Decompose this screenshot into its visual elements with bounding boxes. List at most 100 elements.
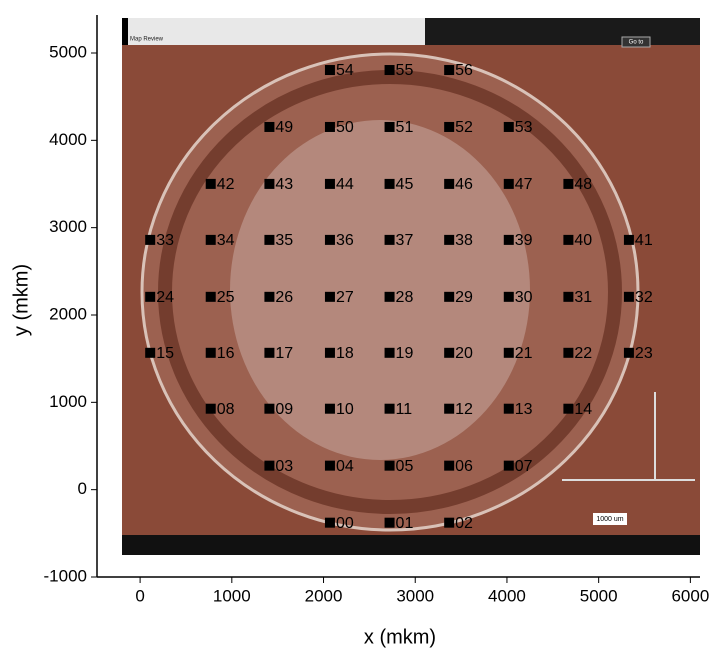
point: [324, 460, 335, 471]
point: [324, 65, 335, 76]
y-tick-label: 2000: [49, 304, 87, 323]
point: [384, 517, 395, 528]
point-label: 55: [396, 62, 414, 79]
point: [324, 291, 335, 302]
point-label: 52: [455, 119, 473, 136]
point-label: 53: [515, 119, 533, 136]
panel-title: Map Review: [130, 37, 164, 43]
point: [503, 291, 514, 302]
point-label: 38: [455, 232, 473, 249]
y-tick-label: -1000: [44, 566, 87, 585]
x-tick-label: 5000: [580, 586, 618, 605]
x-tick-label: 3000: [396, 586, 434, 605]
point: [384, 460, 395, 471]
y-axis-label: y (mkm): [10, 264, 32, 336]
point-label: 39: [515, 232, 533, 249]
point-label: 15: [156, 345, 174, 362]
point: [444, 65, 455, 76]
point: [205, 347, 216, 358]
point-label: 12: [455, 401, 473, 418]
point: [623, 291, 634, 302]
point: [503, 121, 514, 132]
point: [384, 403, 395, 414]
point-label: 36: [336, 232, 354, 249]
point: [324, 234, 335, 245]
point: [444, 121, 455, 132]
point-label: 20: [455, 345, 473, 362]
x-tick-label: 6000: [671, 586, 709, 605]
point-label: 41: [635, 232, 653, 249]
toolbar: [425, 18, 700, 45]
point: [324, 403, 335, 414]
point: [324, 121, 335, 132]
point: [205, 291, 216, 302]
y-tick-label: 0: [78, 479, 87, 498]
y-tick-label: 5000: [49, 42, 87, 61]
goto-button[interactable]: [621, 36, 651, 48]
point-label: 17: [275, 345, 293, 362]
point-label: 22: [574, 345, 592, 362]
point: [384, 347, 395, 358]
point: [324, 347, 335, 358]
point: [384, 178, 395, 189]
point: [264, 403, 275, 414]
point-label: 40: [574, 232, 592, 249]
point-label: 46: [455, 176, 473, 193]
point: [264, 347, 275, 358]
point-label: 05: [396, 458, 414, 475]
bottom-bar: [122, 535, 700, 555]
point: [264, 178, 275, 189]
cracked-area: [230, 120, 530, 460]
x-tick-label: 1000: [213, 586, 251, 605]
point-label: 35: [275, 232, 293, 249]
point-label: 30: [515, 289, 533, 306]
point: [623, 347, 634, 358]
point-label: 45: [396, 176, 414, 193]
point-label: 11: [396, 401, 413, 418]
point-label: 19: [396, 345, 414, 362]
point-label: 34: [217, 232, 235, 249]
point: [264, 460, 275, 471]
point: [563, 403, 574, 414]
point-label: 24: [156, 289, 174, 306]
point-label: 37: [396, 232, 414, 249]
point-label: 28: [396, 289, 414, 306]
point: [324, 178, 335, 189]
point: [563, 291, 574, 302]
point-label: 47: [515, 176, 533, 193]
point-label: 03: [275, 458, 293, 475]
point-label: 27: [336, 289, 354, 306]
y-tick-label: 4000: [49, 130, 87, 149]
point: [563, 234, 574, 245]
point: [444, 517, 455, 528]
point-label: 16: [217, 345, 235, 362]
point-label: 42: [217, 176, 235, 193]
point-label: 00: [336, 515, 354, 532]
point-label: 25: [217, 289, 235, 306]
point: [503, 178, 514, 189]
point-label: 48: [574, 176, 592, 193]
point: [563, 178, 574, 189]
scale-box: [593, 513, 627, 525]
point: [384, 234, 395, 245]
point-label: 44: [336, 176, 354, 193]
point: [503, 234, 514, 245]
point-label: 13: [515, 401, 533, 418]
point: [264, 121, 275, 132]
point-label: 21: [515, 345, 533, 362]
x-tick-label: 2000: [305, 586, 343, 605]
point-label: 43: [275, 176, 293, 193]
x-tick-label: 0: [135, 586, 144, 605]
point: [384, 291, 395, 302]
point-label: 01: [396, 515, 414, 532]
point-label: 14: [574, 401, 592, 418]
point: [503, 347, 514, 358]
point: [444, 460, 455, 471]
point-label: 31: [574, 289, 592, 306]
point: [145, 234, 156, 245]
point-label: 07: [515, 458, 533, 475]
point-label: 50: [336, 119, 354, 136]
point: [205, 403, 216, 414]
point-label: 09: [275, 401, 293, 418]
